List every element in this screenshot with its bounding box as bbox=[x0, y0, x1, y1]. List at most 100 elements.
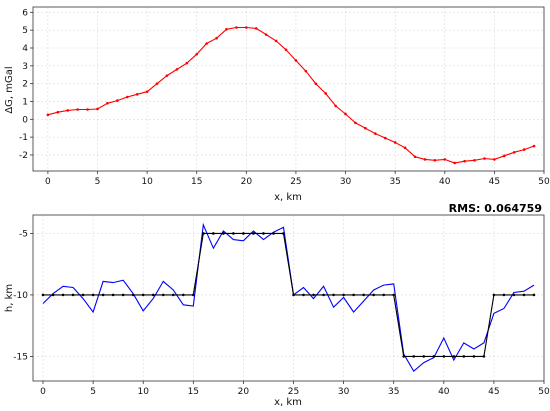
data-point bbox=[364, 126, 367, 130]
data-point bbox=[254, 27, 258, 30]
data-point bbox=[116, 99, 119, 102]
x-tick-label: 50 bbox=[538, 387, 550, 397]
x-tick-label: 5 bbox=[90, 387, 96, 397]
y-tick-label: 5 bbox=[22, 26, 28, 36]
x-tick-label: 45 bbox=[488, 387, 499, 397]
data-point bbox=[125, 95, 129, 99]
x-tick-label: 40 bbox=[438, 387, 450, 397]
data-point bbox=[56, 110, 60, 114]
data-point bbox=[393, 141, 397, 144]
x-tick-label: 35 bbox=[388, 387, 399, 397]
data-point bbox=[462, 355, 466, 358]
depth-y-ticks: -15 -10 -5 bbox=[13, 229, 33, 362]
data-point bbox=[312, 293, 315, 297]
data-point bbox=[141, 293, 145, 297]
x-tick-label: 15 bbox=[191, 177, 202, 187]
x-tick-label: 25 bbox=[288, 387, 299, 397]
data-point bbox=[202, 232, 205, 235]
data-point bbox=[332, 293, 335, 297]
gravity-x-ticks: 0 5 10 15 20 25 30 35 40 45 50 bbox=[45, 171, 550, 187]
x-tick-label: 35 bbox=[389, 177, 400, 187]
data-point bbox=[292, 293, 295, 297]
x-tick-label: 10 bbox=[141, 177, 153, 187]
data-point bbox=[215, 36, 218, 40]
data-point bbox=[135, 93, 139, 96]
y-tick-label: -2 bbox=[19, 151, 28, 161]
y-tick-label: -1 bbox=[19, 133, 28, 143]
data-point bbox=[473, 159, 476, 162]
data-point bbox=[205, 42, 208, 45]
data-point bbox=[46, 113, 50, 117]
depth-plot-frame bbox=[32, 214, 545, 382]
data-point bbox=[262, 232, 265, 235]
data-point bbox=[383, 136, 387, 140]
data-point bbox=[453, 161, 456, 165]
data-point bbox=[181, 293, 185, 297]
x-tick-label: 30 bbox=[340, 177, 352, 187]
data-point bbox=[322, 293, 325, 297]
rms-label: RMS: 0.064759 bbox=[449, 202, 542, 215]
x-tick-label: 20 bbox=[241, 177, 253, 187]
data-point bbox=[334, 104, 337, 108]
data-point bbox=[344, 112, 347, 116]
x-tick-label: 20 bbox=[238, 387, 250, 397]
y-tick-label: -10 bbox=[13, 291, 28, 301]
x-tick-label: 10 bbox=[137, 387, 149, 397]
data-point bbox=[443, 158, 447, 161]
data-point bbox=[264, 33, 268, 36]
data-point bbox=[372, 293, 375, 297]
x-tick-label: 50 bbox=[538, 177, 550, 187]
data-point bbox=[482, 355, 486, 358]
data-point bbox=[171, 293, 175, 297]
data-point bbox=[324, 92, 328, 95]
data-point bbox=[512, 293, 516, 297]
depth-y-axis-label: h, km bbox=[4, 284, 15, 312]
depth-profile-panel: RMS: 0.064759 0 5 10 15 20 25 30 35 40 45 50 -15-1… bbox=[4, 202, 550, 408]
data-point bbox=[106, 101, 109, 105]
data-point bbox=[195, 52, 199, 56]
data-point bbox=[91, 293, 95, 297]
y-tick-label: 4 bbox=[22, 44, 28, 54]
data-point bbox=[502, 293, 506, 297]
gravity-series bbox=[46, 26, 536, 165]
data-point bbox=[532, 144, 536, 148]
data-point bbox=[282, 232, 285, 235]
gravity-y-ticks: -2 -1 0 1 2 3 4 5 6 bbox=[19, 8, 33, 161]
data-point bbox=[225, 27, 228, 31]
data-point bbox=[463, 159, 466, 163]
data-point bbox=[422, 355, 426, 358]
data-point bbox=[185, 61, 189, 65]
data-point bbox=[131, 293, 135, 297]
data-point bbox=[412, 355, 416, 358]
data-point bbox=[302, 293, 305, 297]
x-tick-label: 15 bbox=[188, 387, 199, 397]
x-tick-label: 25 bbox=[290, 177, 301, 187]
data-point bbox=[304, 69, 308, 73]
data-point bbox=[492, 293, 496, 297]
data-point bbox=[274, 39, 278, 43]
y-tick-label: 6 bbox=[22, 8, 28, 18]
data-point bbox=[522, 293, 526, 297]
data-point bbox=[374, 132, 377, 135]
data-point bbox=[101, 293, 105, 297]
y-tick-label: 3 bbox=[22, 62, 28, 72]
x-tick-label: 0 bbox=[45, 177, 51, 187]
data-point bbox=[483, 157, 486, 160]
data-point bbox=[532, 293, 536, 297]
depth-series bbox=[41, 222, 536, 373]
data-point bbox=[423, 158, 427, 161]
x-tick-label: 45 bbox=[489, 177, 500, 187]
gravity-x-axis-label: x, km bbox=[274, 192, 302, 203]
data-point bbox=[61, 293, 65, 297]
series-line-0 bbox=[42, 222, 535, 373]
data-point bbox=[472, 355, 476, 358]
data-point bbox=[71, 293, 75, 297]
x-tick-label: 0 bbox=[40, 387, 46, 397]
data-point bbox=[145, 90, 149, 93]
data-point bbox=[314, 82, 318, 85]
data-point bbox=[222, 232, 225, 235]
y-tick-label: 2 bbox=[22, 80, 28, 90]
data-point bbox=[452, 355, 456, 358]
